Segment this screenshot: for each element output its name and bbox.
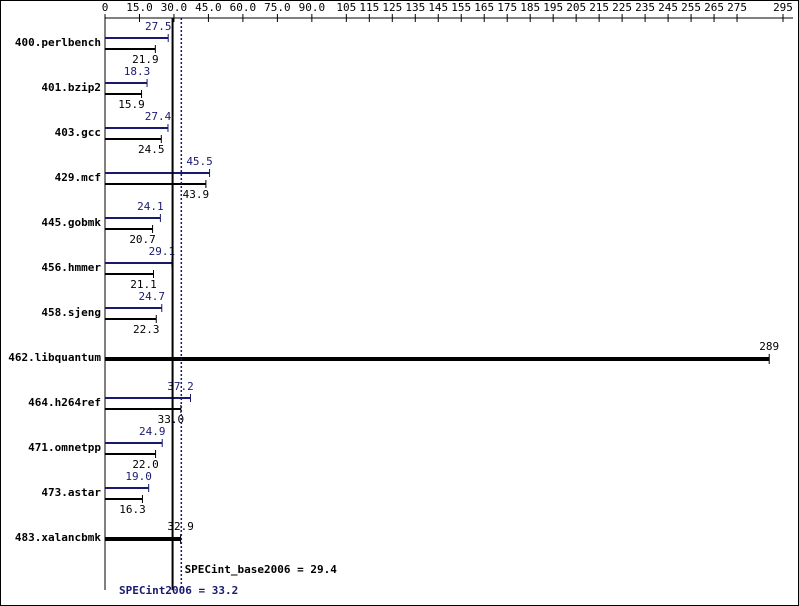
value-label: 24.5 (138, 143, 165, 156)
x-tick-label: 235 (635, 1, 655, 14)
x-tick-label: 215 (589, 1, 609, 14)
category-label: 401.bzip2 (41, 81, 101, 94)
x-tick-label: 75.0 (264, 1, 291, 14)
value-label: 22.3 (133, 323, 160, 336)
value-label: 24.1 (137, 200, 164, 213)
reference-label: SPECint_base2006 = 29.4 (185, 563, 338, 576)
value-label: 19.0 (125, 470, 152, 483)
category-label: 400.perlbench (15, 36, 101, 49)
x-tick-label: 145 (428, 1, 448, 14)
x-tick-label: 295 (773, 1, 793, 14)
x-tick-label: 165 (474, 1, 494, 14)
category-label: 462.libquantum (8, 351, 101, 364)
category-label: 471.omnetpp (28, 441, 101, 454)
value-label: 37.2 (167, 380, 194, 393)
value-label: 27.4 (145, 110, 172, 123)
category-label: 483.xalancbmk (15, 531, 101, 544)
x-tick-label: 45.0 (195, 1, 222, 14)
x-tick-label: 275 (727, 1, 747, 14)
category-label: 464.h264ref (28, 396, 101, 409)
value-label: 15.9 (118, 98, 145, 111)
value-label: 21.9 (132, 53, 159, 66)
value-label: 43.9 (183, 188, 210, 201)
x-tick-label: 105 (336, 1, 356, 14)
x-tick-label: 30.0 (161, 1, 188, 14)
value-label: 16.3 (119, 503, 146, 516)
reference-label: SPECint2006 = 33.2 (119, 584, 238, 597)
x-tick-label: 255 (681, 1, 701, 14)
x-tick-label: 60.0 (230, 1, 257, 14)
x-tick-label: 245 (658, 1, 678, 14)
value-label: 29.1 (149, 245, 176, 258)
x-tick-label: 265 (704, 1, 724, 14)
x-tick-label: 135 (405, 1, 425, 14)
x-tick-label: 125 (382, 1, 402, 14)
category-label: 403.gcc (55, 126, 101, 139)
x-tick-label: 205 (566, 1, 586, 14)
value-label: 45.5 (186, 155, 213, 168)
x-tick-label: 90.0 (299, 1, 326, 14)
x-tick-label: 0 (102, 1, 109, 14)
x-tick-label: 185 (520, 1, 540, 14)
value-label: 289 (759, 340, 779, 353)
category-label: 473.astar (41, 486, 101, 499)
x-tick-label: 225 (612, 1, 632, 14)
value-label: 21.1 (130, 278, 157, 291)
x-tick-label: 15.0 (126, 1, 153, 14)
value-label: 24.7 (139, 290, 166, 303)
value-label: 27.5 (145, 20, 172, 33)
value-label: 20.7 (129, 233, 156, 246)
category-label: 458.sjeng (41, 306, 101, 319)
value-label: 24.9 (139, 425, 166, 438)
value-label: 18.3 (124, 65, 151, 78)
category-label: 429.mcf (55, 171, 101, 184)
value-label: 22.0 (132, 458, 159, 471)
x-tick-label: 195 (543, 1, 563, 14)
x-tick-label: 175 (497, 1, 517, 14)
x-tick-label: 155 (451, 1, 471, 14)
x-tick-label: 115 (359, 1, 379, 14)
value-label: 33.0 (158, 413, 185, 426)
category-label: 456.hmmer (41, 261, 101, 274)
category-label: 445.gobmk (41, 216, 101, 229)
